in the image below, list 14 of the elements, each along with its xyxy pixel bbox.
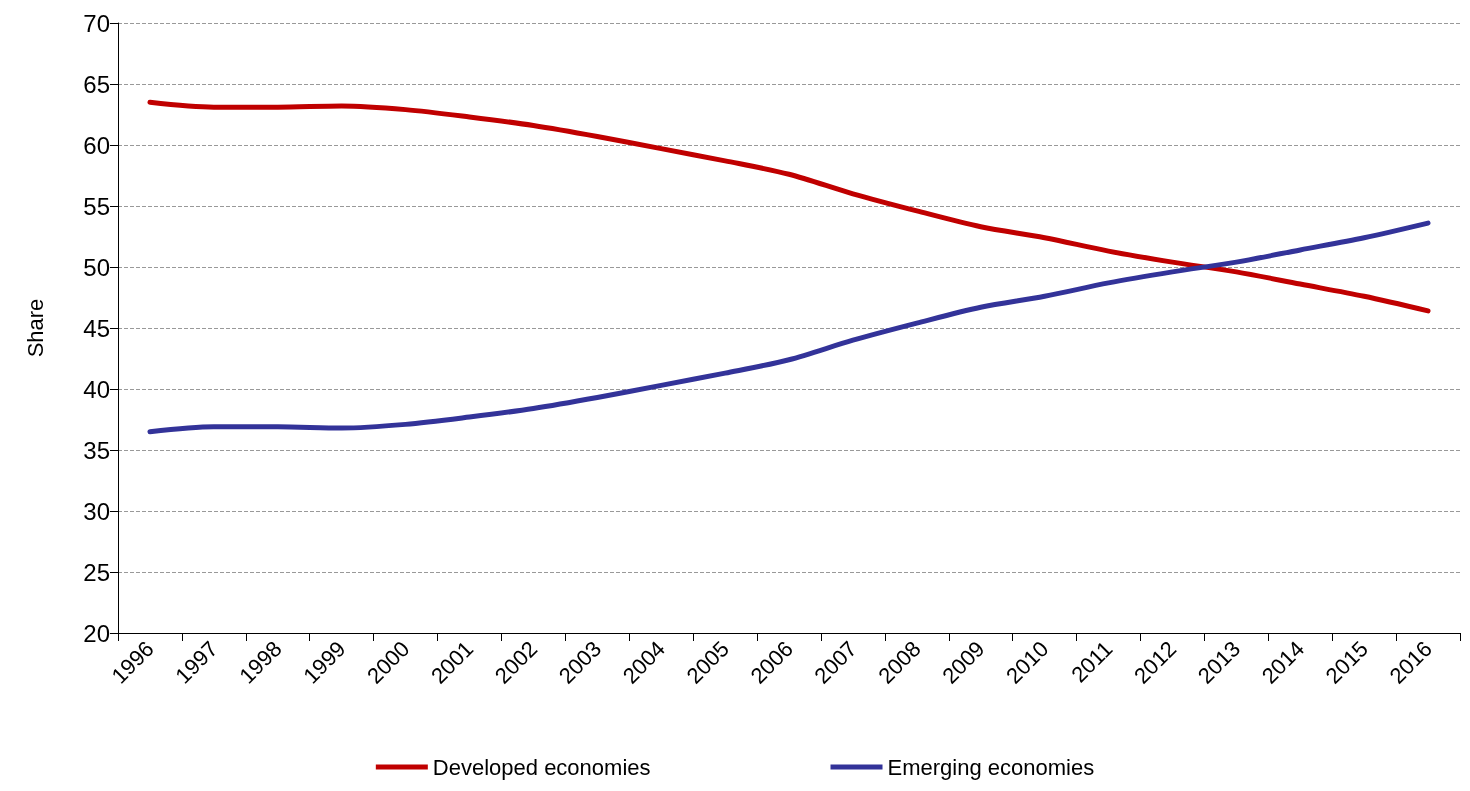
- y-tick-label: 50: [83, 253, 110, 281]
- y-tick-label: 60: [83, 131, 110, 159]
- legend-label: Emerging economies: [887, 754, 1095, 780]
- y-tick-label: 45: [83, 314, 110, 342]
- y-tick-label: 55: [83, 192, 110, 220]
- y-tick-label: 35: [83, 436, 110, 464]
- y-tick-label: 65: [83, 70, 110, 98]
- y-tick-label: 30: [83, 497, 110, 525]
- y-tick-label: 25: [83, 558, 110, 586]
- y-axis-title: Share: [22, 298, 48, 358]
- y-tick-label: 70: [83, 9, 110, 37]
- y-tick-label: 40: [83, 375, 110, 403]
- legend-label: Developed economies: [432, 754, 651, 780]
- y-tick-label: 20: [83, 619, 110, 647]
